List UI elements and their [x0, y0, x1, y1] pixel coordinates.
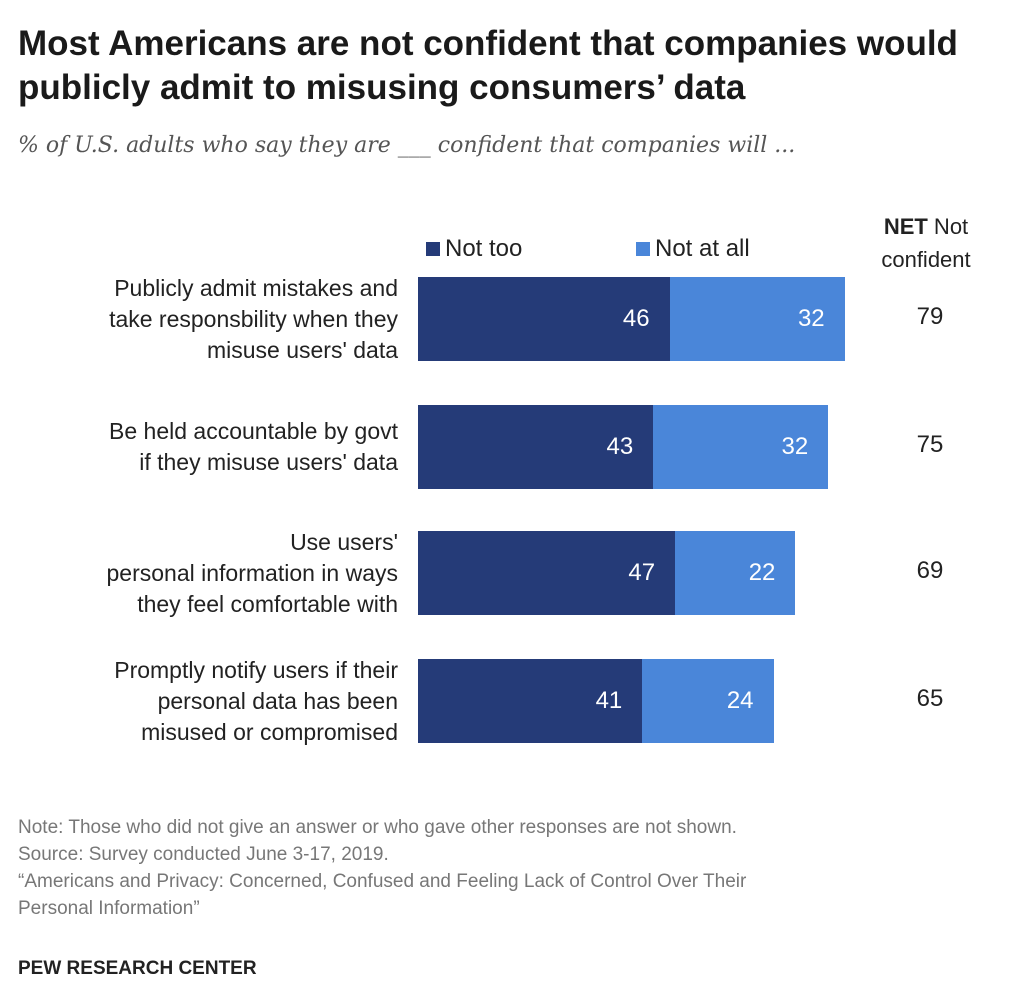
category-label-line: misuse users' data	[206, 336, 398, 363]
bar-not-at-all	[642, 659, 774, 743]
category-label-line: Publicly admit mistakes and	[114, 274, 398, 301]
data-label: 22	[748, 559, 776, 586]
note-text: Note: Those who did not give an answer o…	[18, 817, 737, 838]
data-label: 47	[628, 559, 656, 586]
data-label: 46	[622, 305, 650, 332]
bar-not-too	[418, 277, 670, 361]
category-label: Use users' personal information in ways th…	[0, 527, 398, 620]
notes: Note: Those who did not give an answer o…	[18, 814, 746, 922]
net-header-rest: Not	[927, 214, 969, 239]
org-name: PEW RESEARCH CENTER	[18, 958, 257, 979]
bar-not-at-all	[675, 531, 796, 615]
data-label: 32	[797, 305, 825, 332]
legend-item-not-too: Not too	[426, 235, 522, 263]
bar-not-too	[418, 405, 654, 489]
category-label-line: if they misuse users' data	[139, 449, 398, 475]
category-label-line: personal information in ways	[106, 559, 398, 586]
source-text: Source: Survey conducted June 3-17, 2019…	[18, 844, 389, 865]
bar-not-too	[418, 659, 643, 743]
category-label: Promptly notify users if their personal d…	[0, 655, 398, 748]
bar-not-at-all	[669, 277, 845, 361]
category-label-line: Promptly notify users if their	[114, 656, 398, 683]
data-label: 43	[606, 433, 634, 460]
net-value: 65	[916, 685, 944, 712]
net-header: NET Not confident	[866, 210, 986, 276]
net-value: 69	[916, 557, 944, 584]
category-label-line: misused or compromised	[141, 718, 398, 745]
bar-not-at-all	[653, 405, 829, 489]
category-label: Publicly admit mistakes and take responsb…	[0, 273, 398, 366]
legend-label-not-at-all: Not at all	[655, 235, 750, 262]
legend-label-not-too: Not too	[445, 235, 523, 262]
report-title: “Americans and Privacy: Concerned, Confu…	[18, 871, 747, 892]
category-label-line: Use users'	[290, 528, 398, 555]
data-label: 24	[726, 687, 754, 714]
legend-swatch-not-at-all	[636, 242, 650, 256]
report-title-cont: Personal Information”	[18, 898, 200, 919]
chart-subtitle: % of U.S. adults who say they are ___ co…	[18, 133, 796, 158]
legend-swatch-not-too	[426, 242, 440, 256]
category-label-line: personal data has been	[157, 687, 398, 714]
category-label-line: take responsbility when they	[109, 305, 398, 332]
net-header-line2: confident	[881, 247, 971, 272]
net-value: 79	[916, 303, 944, 330]
bar-not-too	[418, 531, 676, 615]
legend-item-not-at-all: Not at all	[636, 235, 750, 263]
net-header-bold: NET	[883, 214, 928, 239]
category-label: Be held accountable by govt if they misus…	[0, 416, 398, 478]
net-value: 75	[916, 431, 944, 458]
chart-title: Most Americans are not confident that co…	[18, 24, 958, 107]
data-label: 32	[781, 433, 809, 460]
data-label: 41	[595, 687, 623, 714]
category-label-line: they feel comfortable with	[137, 590, 398, 617]
category-label-line: Be held accountable by govt	[109, 418, 398, 444]
